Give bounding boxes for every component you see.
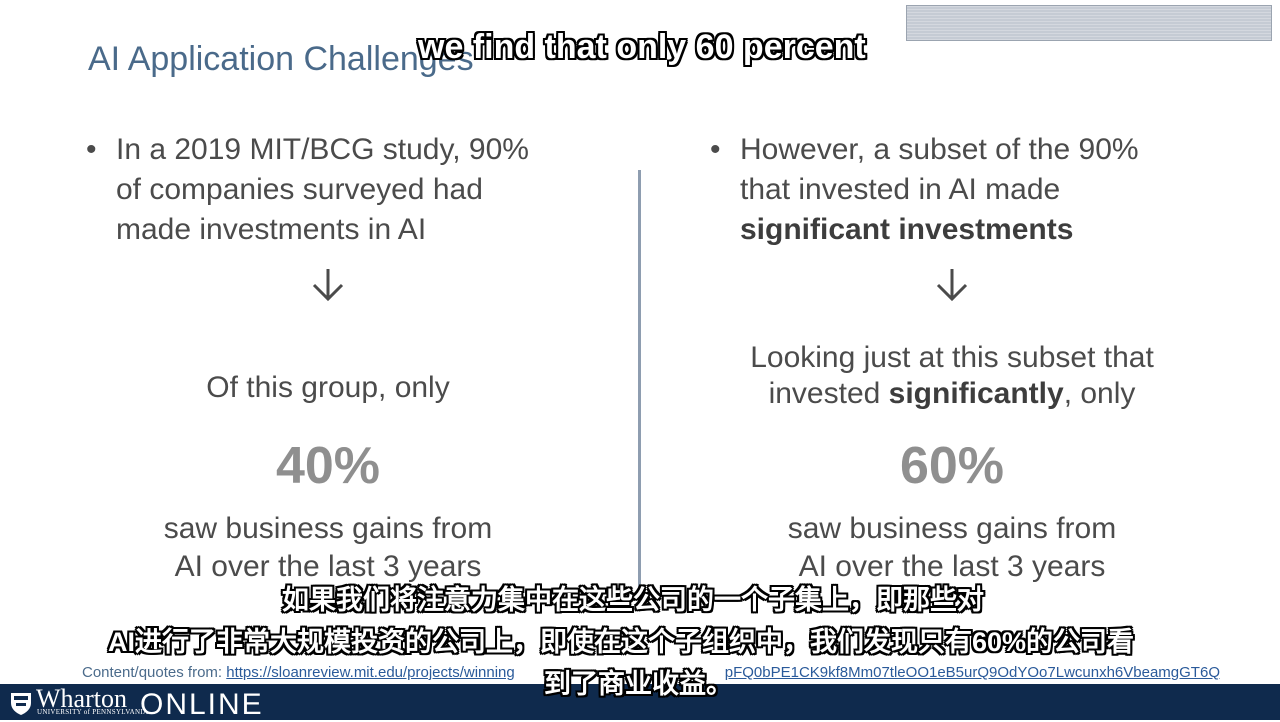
source-link[interactable]: https://sloanreview.mit.edu/projects/win… xyxy=(226,664,515,681)
source-label: Content/quotes from: xyxy=(82,664,227,681)
right-lead-text: Looking just at this subset that investe… xyxy=(702,340,1202,412)
subtitle-chinese-line: 到了商业收益。 xyxy=(544,669,733,699)
left-gain-text: saw business gains from AI over the last… xyxy=(128,510,528,586)
bullet-dot: • xyxy=(86,133,97,166)
left-lead-text: Of this group, only xyxy=(206,371,450,404)
right-gain-line: AI over the last 3 years xyxy=(798,550,1106,583)
source-link-end[interactable]: pFQ0bPE1CK9kf8Mm07tleOO1eB5urQ9OdYOo7Lwc… xyxy=(724,664,1220,681)
brand-wharton: Wharton xyxy=(36,684,127,713)
right-bullet: • However, a subset of the 90% that inve… xyxy=(710,130,1139,250)
left-percent: 40% xyxy=(275,437,381,495)
subtitle-english: we find that only 60 percent xyxy=(418,28,866,66)
column-divider xyxy=(638,170,641,590)
right-bullet-line: However, a subset of the 90% xyxy=(740,133,1139,166)
left-gain-line: saw business gains from xyxy=(163,512,493,545)
down-arrow-icon xyxy=(308,265,348,305)
right-bullet-bold: significant investments xyxy=(740,213,1074,246)
right-bullet-line: that invested in AI made xyxy=(740,173,1061,206)
subtitle-chinese-line: 如果我们将注意力集中在这些公司的一个子集上，即那些对 xyxy=(282,585,984,615)
right-lead-post: , only xyxy=(1063,377,1136,410)
right-lead-pre: invested xyxy=(768,377,889,410)
right-gain-line: saw business gains from xyxy=(787,512,1117,545)
right-percent: 60% xyxy=(899,437,1005,495)
right-lead-line: Looking just at this subset that xyxy=(750,341,1154,374)
right-lead-bold: significantly xyxy=(888,377,1064,410)
wharton-shield-icon xyxy=(8,690,34,716)
brand-online: ONLINE xyxy=(140,688,264,721)
brand-bar xyxy=(0,684,1280,720)
left-bullet-line: made investments in AI xyxy=(116,213,427,246)
right-gain-text: saw business gains from AI over the last… xyxy=(702,510,1202,586)
bullet-dot: • xyxy=(710,133,721,166)
source-citation: Content/quotes from: https://sloanreview… xyxy=(82,664,1220,681)
subtitle-chinese-line: AI进行了非常大规模投资的公司上，即使在这个子组织中，我们发现只有60%的公司看 xyxy=(108,627,1135,657)
left-bullet-line: of companies surveyed had xyxy=(116,173,483,206)
left-bullet: • In a 2019 MIT/BCG study, 90% of compan… xyxy=(86,130,529,250)
down-arrow-icon xyxy=(932,265,972,305)
slide-title: AI Application Challenges xyxy=(88,40,474,78)
left-bullet-line: In a 2019 MIT/BCG study, 90% xyxy=(116,133,529,166)
top-right-overlay-bar xyxy=(906,5,1272,41)
brand-university: UNIVERSITY of PENNSYLVANIA xyxy=(37,708,149,716)
left-gain-line: AI over the last 3 years xyxy=(174,550,482,583)
